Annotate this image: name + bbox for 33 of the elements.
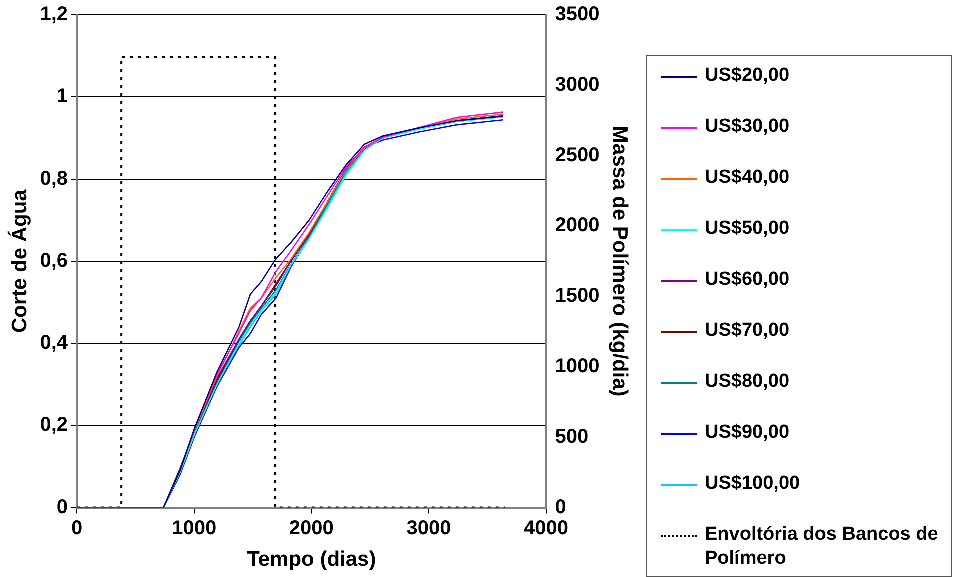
y-tick-label: 0,6	[40, 250, 68, 272]
legend-label: US$20,00	[705, 64, 791, 88]
y2-tick-label: 1000	[555, 356, 600, 378]
x-tick-label: 2000	[289, 517, 334, 540]
y-tick-label: 1	[56, 86, 68, 108]
x-tick-label: 3000	[406, 517, 452, 540]
legend-label: US$60,00	[705, 268, 791, 292]
y2-tick-label: 500	[555, 426, 589, 448]
legend-label: US$90,00	[705, 421, 791, 445]
x-axis-title: Tempo (dias)	[247, 548, 376, 572]
x-tick-label: 1000	[172, 517, 217, 540]
legend-label: US$70,00	[705, 319, 791, 343]
y2-tick-label: 2500	[555, 144, 600, 166]
legend-label: US$50,00	[705, 217, 791, 241]
y-tick-label: 0,4	[40, 332, 69, 354]
legend-label: US$100,00	[705, 472, 802, 496]
legend-label: US$40,00	[705, 166, 791, 190]
y2-tick-label: 2000	[555, 214, 600, 237]
legend-label: Envoltória dos Bancos de Polímero	[705, 523, 940, 571]
legend-label: US$30,00	[705, 115, 791, 139]
x-tick-label: 4000	[524, 517, 569, 540]
y-tick-label: 0	[56, 496, 68, 518]
y2-axis-title: Massa de Polímero (kg/dia)	[608, 126, 632, 397]
y-tick-label: 0,2	[40, 414, 68, 436]
y2-tick-label: 3000	[555, 74, 600, 96]
y2-tick-label: 1500	[555, 285, 600, 308]
y-axis-title: Corte de Água	[7, 189, 32, 334]
y2-tick-label: 0	[555, 496, 566, 518]
y2-tick-label: 3500	[555, 4, 600, 26]
x-tick-label: 0	[71, 517, 83, 540]
legend-label: US$80,00	[705, 370, 791, 394]
y-tick-label: 0,8	[40, 168, 68, 190]
y-tick-label: 1,2	[40, 4, 68, 26]
